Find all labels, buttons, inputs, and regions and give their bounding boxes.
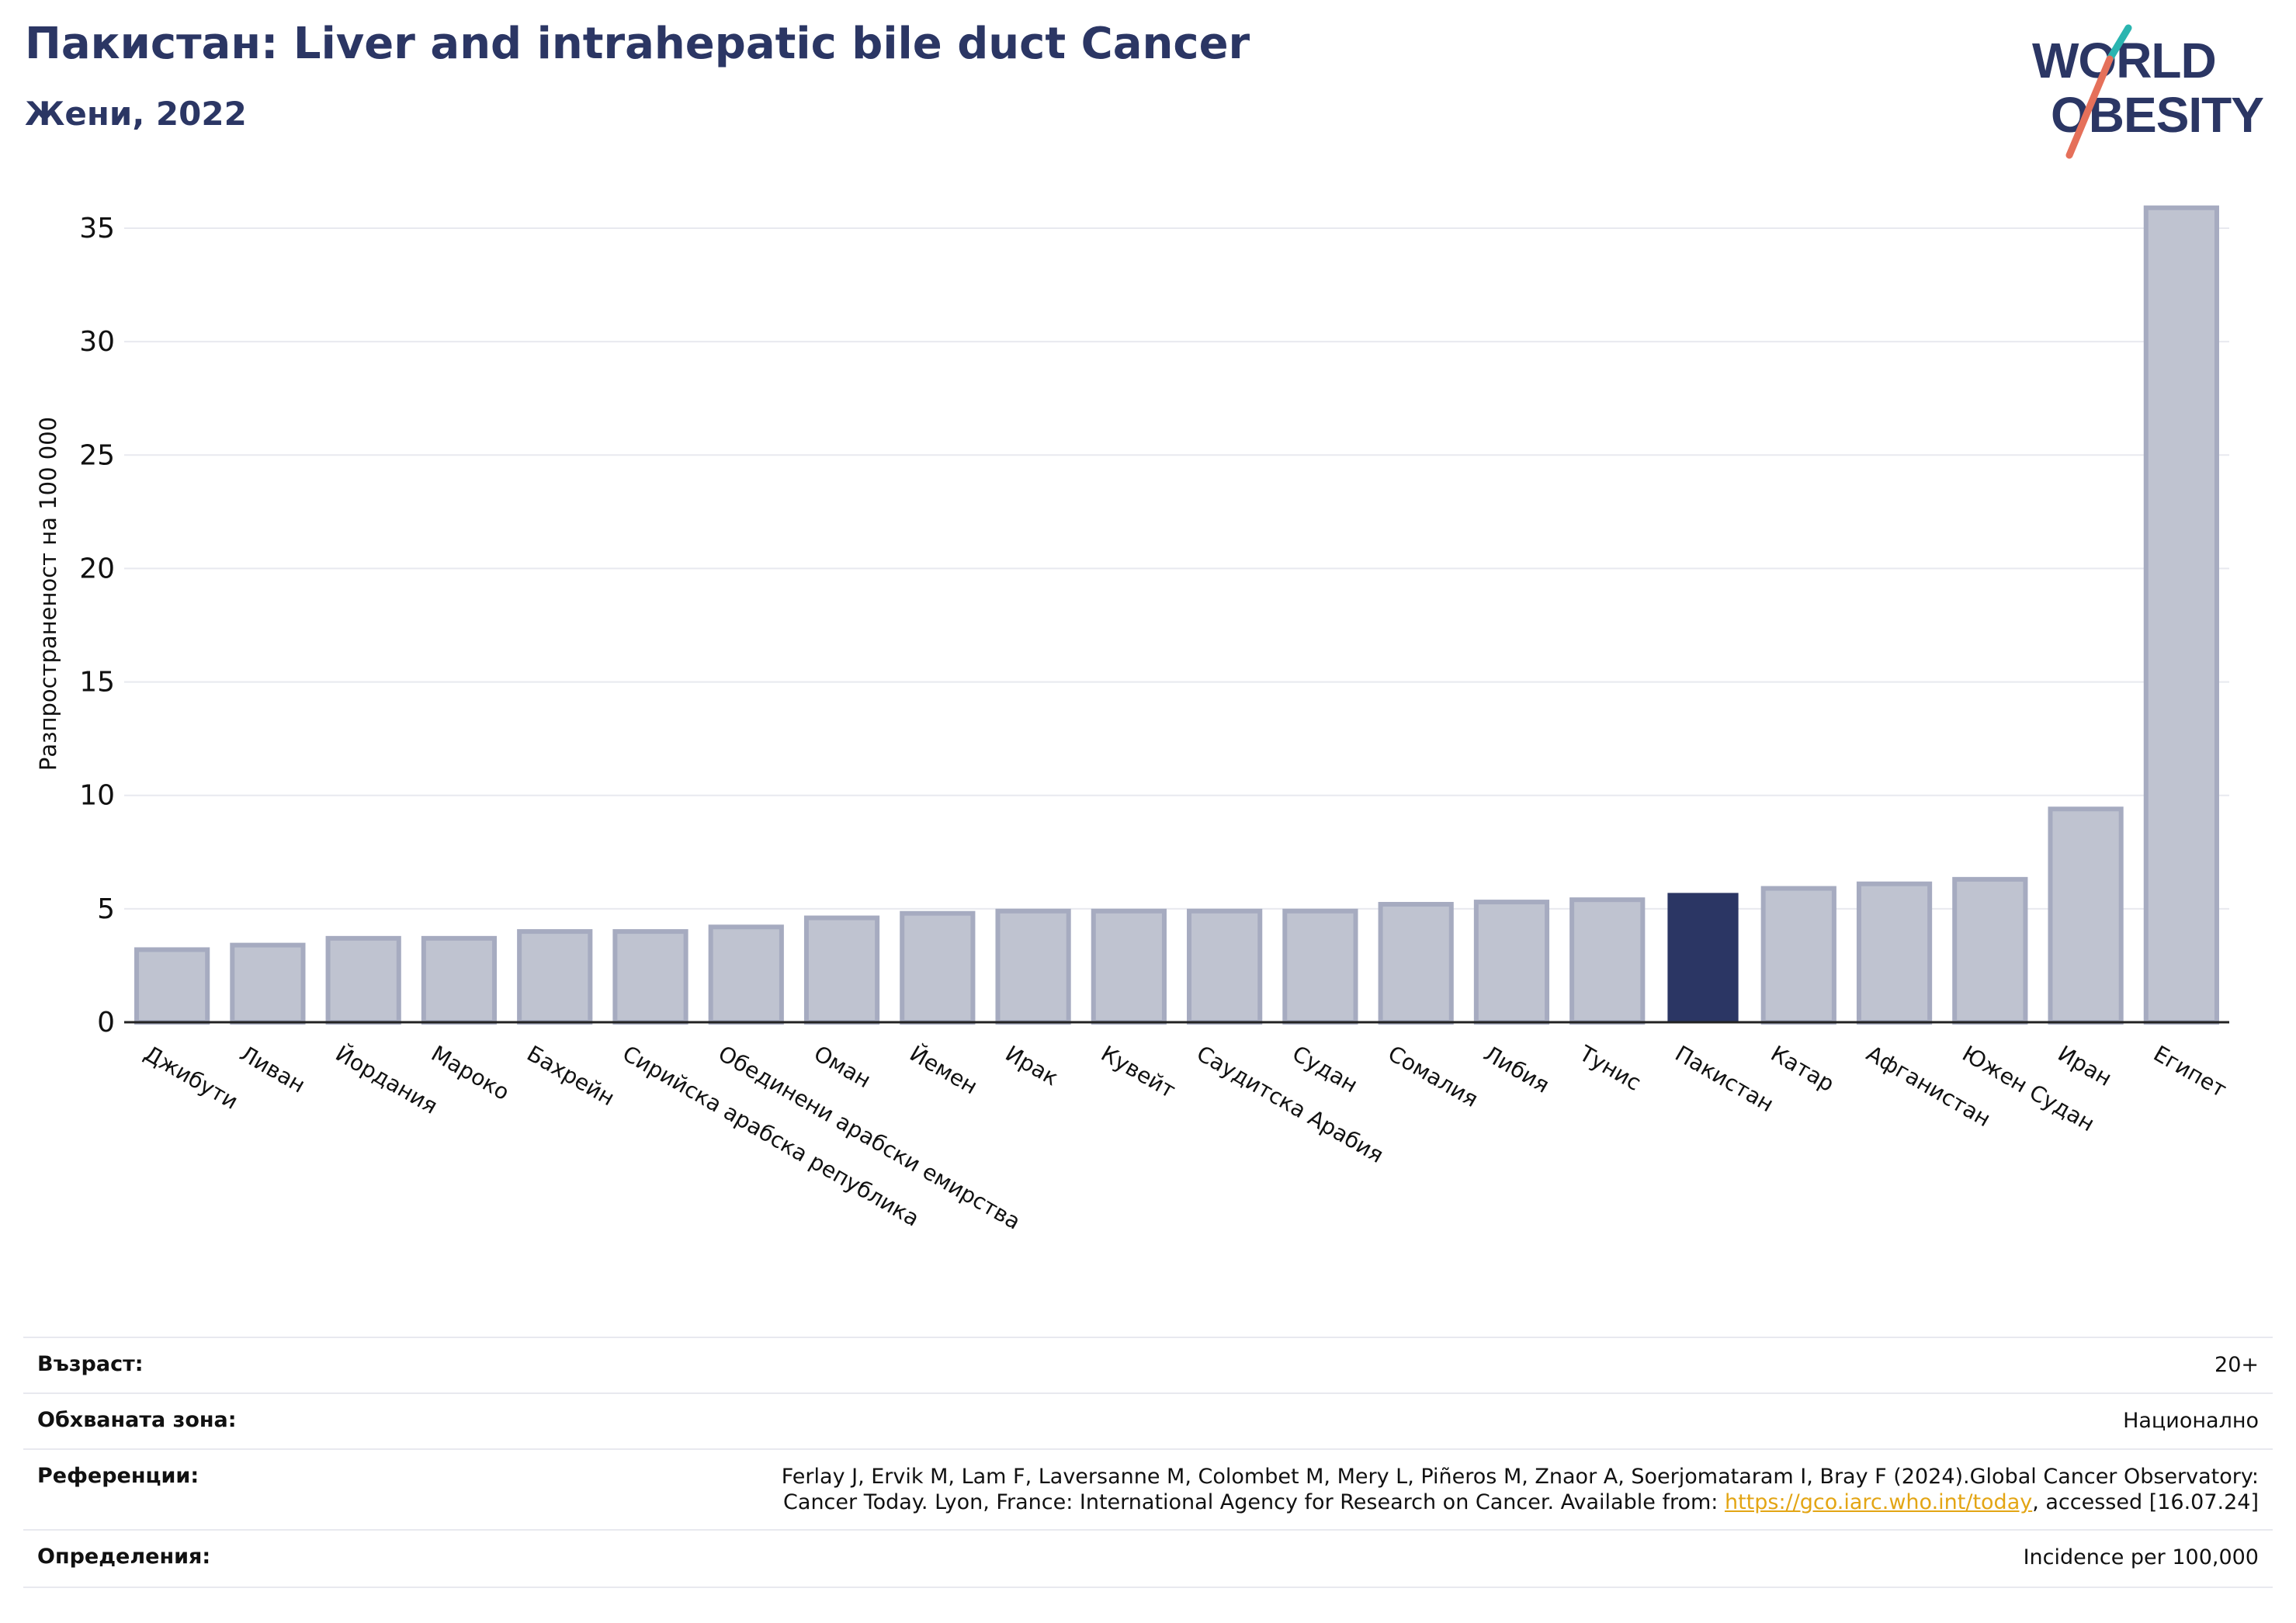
x-tick-label: Ирак: [1001, 1040, 1063, 1091]
x-tick-label: Йемен: [905, 1040, 982, 1100]
world-obesity-logo: WORLD OBESITY: [2032, 24, 2264, 159]
bar-13: [1282, 908, 1358, 1025]
bar-3: [325, 935, 401, 1025]
references-line2: Cancer Today. Lyon, France: Internationa…: [783, 1490, 1725, 1514]
info-row-references: Референции: Ferlay J, Ervik M, Lam F, La…: [23, 1448, 2273, 1529]
age-label: Възраст:: [37, 1352, 144, 1376]
references-value: Ferlay J, Ervik M, Lam F, Laversanne M, …: [782, 1464, 2259, 1515]
bar-15: [1473, 900, 1550, 1025]
bar-9: [900, 910, 976, 1025]
references-link[interactable]: https://gco.iarc.who.int/today: [1724, 1490, 2033, 1514]
y-axis-label: Разпространеност на 100 000: [35, 417, 61, 771]
logo-text-world: WORLD: [2032, 33, 2216, 88]
bar-1: [134, 947, 210, 1025]
info-row-age: Възраст: 20+: [23, 1337, 2273, 1392]
logo-slash-coral: [2065, 55, 2114, 159]
x-tick-label: Оман: [810, 1040, 876, 1093]
logo-slash-teal: [2106, 24, 2132, 63]
x-tick-label: Кувейт: [1097, 1040, 1180, 1103]
y-tick-label: 15: [79, 667, 115, 699]
info-table: Възраст: 20+ Обхваната зона: Национално …: [23, 1337, 2273, 1588]
x-tick-label: Катар: [1767, 1040, 1839, 1097]
bar-6: [612, 929, 688, 1025]
bar-20: [1952, 876, 2028, 1025]
y-tick-label: 20: [79, 553, 115, 584]
x-tick-label: Сомалия: [1384, 1040, 1483, 1112]
info-row-area: Обхваната зона: Национално: [23, 1392, 2273, 1448]
bar-2: [230, 942, 306, 1025]
bar-10: [995, 908, 1071, 1025]
x-tick-label: Бахрейн: [522, 1040, 619, 1111]
bar-21: [2048, 806, 2124, 1025]
x-tick-label: Судан: [1288, 1040, 1361, 1098]
y-tick-label: 25: [79, 439, 115, 471]
y-tick-label: 0: [97, 1007, 115, 1039]
bar-19: [1856, 881, 1933, 1025]
bar-14: [1378, 902, 1454, 1025]
chart-title: Пакистан: Liver and intrahepatic bile du…: [25, 19, 1250, 69]
x-tick-label: Либия: [1479, 1040, 1554, 1098]
x-tick-label: Египет: [2149, 1040, 2231, 1102]
bar-4: [421, 935, 498, 1025]
bars: [134, 205, 2219, 1025]
bar-11: [1091, 908, 1167, 1025]
info-row-definitions: Определения: Incidence per 100,000: [23, 1529, 2273, 1588]
age-value: 20+: [2214, 1353, 2259, 1377]
references-line1: Ferlay J, Ervik M, Lam F, Laversanne M, …: [781, 1465, 2259, 1489]
bar-18: [1760, 886, 1836, 1025]
x-tick-label: Тунис: [1574, 1040, 1645, 1096]
x-tick-label: Иран: [2054, 1040, 2117, 1091]
definitions-value: Incidence per 100,000: [2023, 1545, 2259, 1569]
x-tick-label: Йордания: [331, 1040, 442, 1119]
y-tick-label: 35: [79, 213, 115, 244]
bar-17: [1667, 893, 1739, 1022]
bar-7: [708, 924, 784, 1025]
bar-8: [803, 915, 880, 1025]
chart-subtitle: Жени, 2022: [25, 95, 247, 133]
bar-22: [2143, 205, 2219, 1025]
area-value: Национално: [2123, 1409, 2259, 1433]
x-tick-label: Джибути: [140, 1040, 242, 1114]
y-tick-label: 30: [79, 326, 115, 358]
y-axis-ticks: 0 5 10 15 20 25 30 35: [79, 213, 115, 1039]
bar-5: [517, 929, 593, 1025]
y-tick-label: 5: [97, 893, 115, 925]
references-accessed: , accessed [16.07.24]: [2032, 1490, 2259, 1514]
x-tick-label: Пакистан: [1671, 1040, 1778, 1117]
bar-16: [1569, 897, 1646, 1025]
bar-12: [1187, 908, 1263, 1025]
area-label: Обхваната зона:: [37, 1408, 237, 1432]
definitions-label: Определения:: [37, 1545, 211, 1569]
y-tick-label: 10: [79, 780, 115, 812]
references-label: Референции:: [37, 1464, 199, 1488]
x-tick-label: Ливан: [235, 1040, 309, 1098]
